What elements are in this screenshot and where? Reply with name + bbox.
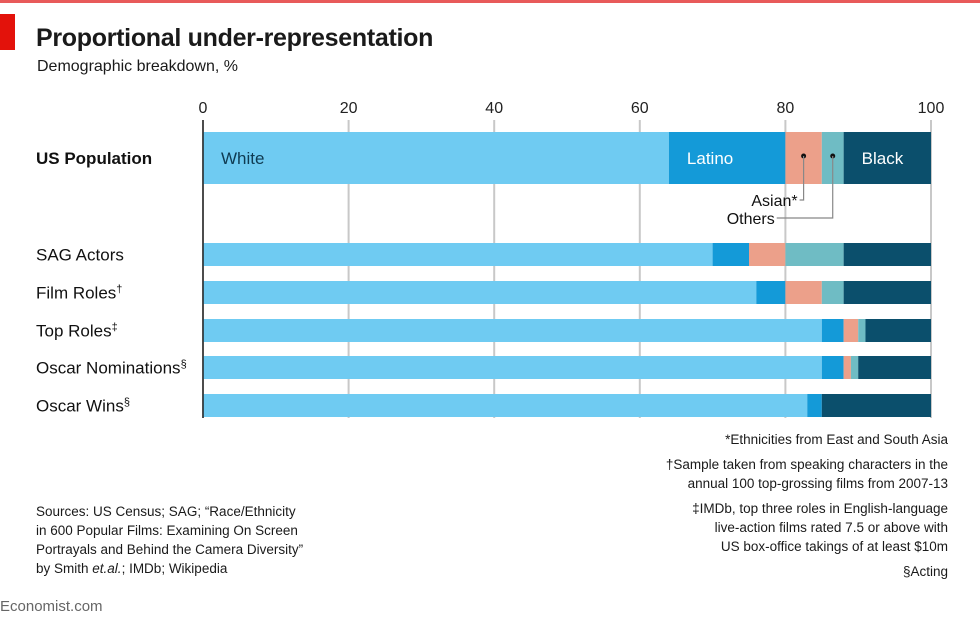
- bar-top-roles-black: [865, 319, 931, 342]
- others-annotation: Others: [727, 211, 775, 228]
- bar-film-roles-asian: [785, 281, 822, 304]
- chart-subtitle: Demographic breakdown, %: [37, 58, 238, 75]
- x-tick-label-40: 40: [485, 100, 503, 117]
- footnote-dagger-line2: annual 100 top-grossing films from 2007-…: [687, 476, 948, 491]
- bar-oscar-nominations-black: [858, 356, 931, 379]
- category-label-sag-actors: SAG Actors: [36, 246, 124, 265]
- asian-annotation: Asian*: [751, 193, 797, 210]
- bar-sag-actors-others: [785, 243, 844, 266]
- sources-line-1: Sources: US Census; SAG; “Race/Ethnicity: [36, 504, 296, 519]
- bar-oscar-nominations-white: [203, 356, 822, 379]
- bar-film-roles-others: [821, 281, 844, 304]
- x-tick-label-60: 60: [631, 100, 649, 117]
- inline-label-latino: Latino: [687, 149, 733, 168]
- others-leader-line: [776, 156, 834, 219]
- bar-top-roles-asian: [843, 319, 859, 342]
- economist-brand: Economist.com: [0, 598, 103, 615]
- category-footnote-mark: †: [116, 284, 122, 296]
- sources-line-2: in 600 Popular Films: Examining On Scree…: [36, 523, 298, 538]
- chart-title: Proportional under-representation: [36, 24, 434, 52]
- bar-top-roles-white: [203, 319, 822, 342]
- sources-line-4: by Smith et.al.; IMDb; Wikipedia: [36, 559, 303, 578]
- footnote-dagger-line1: †Sample taken from speaking characters i…: [665, 457, 948, 472]
- footnote-ddagger-line2: live-action films rated 7.5 or above wit…: [714, 520, 948, 535]
- category-label-us-population: US Population: [36, 149, 152, 168]
- footnote-section: §Acting: [902, 564, 948, 579]
- x-tick-label-100: 100: [918, 100, 945, 117]
- bar-sag-actors-black: [843, 243, 931, 266]
- sources-note: Sources: US Census; SAG; “Race/Ethnicity…: [36, 502, 303, 578]
- category-footnote-mark: §: [124, 397, 130, 409]
- sources-line-4-b: et.al.: [92, 561, 122, 576]
- bar-film-roles-latino: [756, 281, 786, 304]
- category-label-oscar-wins: Oscar Wins§: [36, 397, 130, 416]
- bar-oscar-wins-white: [203, 394, 808, 417]
- sources-line-4-a: by Smith: [36, 561, 93, 576]
- stacked-bar-chart: 0 20 40 60 80 100 US Population SAG Actors Film …: [36, 100, 945, 418]
- bar-film-roles-white: [203, 281, 757, 304]
- category-footnote-mark: ‡: [112, 322, 118, 334]
- bar-oscar-wins-black: [821, 394, 931, 417]
- footnote-ddagger-line3: US box-office takings of at least $10m: [720, 539, 948, 554]
- sources-line-3: Portrayals and Behind the Camera Diversi…: [36, 542, 304, 557]
- bar-top-roles-others: [858, 319, 866, 342]
- sources-line-4-c: ; IMDb; Wikipedia: [121, 561, 228, 576]
- category-label-top-roles: Top Roles‡: [36, 322, 118, 341]
- bar-us-population-white: [203, 132, 669, 184]
- footnote-ddagger-line1: ‡IMDb, top three roles in English-langua…: [692, 501, 948, 516]
- asian-leader-line: [799, 156, 805, 201]
- bar-film-roles-black: [843, 281, 931, 304]
- x-tick-label-0: 0: [199, 100, 208, 117]
- bar-us-population-latino: [668, 132, 786, 184]
- x-tick-label-80: 80: [777, 100, 795, 117]
- category-label-film-roles: Film Roles†: [36, 284, 122, 303]
- bar-oscar-nominations-others: [850, 356, 859, 379]
- bar-sag-actors-latino: [712, 243, 749, 266]
- bar-sag-actors-asian: [749, 243, 786, 266]
- inline-label-white: White: [221, 149, 264, 168]
- category-label-oscar-nominations: Oscar Nominations§: [36, 359, 187, 378]
- bar-oscar-nominations-asian: [843, 356, 851, 379]
- bar-sag-actors-white: [203, 243, 713, 266]
- bar-top-roles-latino: [821, 319, 844, 342]
- bar-oscar-wins-latino: [807, 394, 822, 417]
- inline-label-black: Black: [862, 149, 904, 168]
- x-tick-label-20: 20: [340, 100, 358, 117]
- top-rule: [0, 0, 980, 3]
- category-footnote-mark: §: [181, 359, 187, 371]
- brand-red-tab: [0, 14, 15, 50]
- bar-oscar-nominations-latino: [821, 356, 844, 379]
- footnote-asterisk: *Ethnicities from East and South Asia: [725, 432, 948, 447]
- bar-us-population-black: [843, 132, 931, 184]
